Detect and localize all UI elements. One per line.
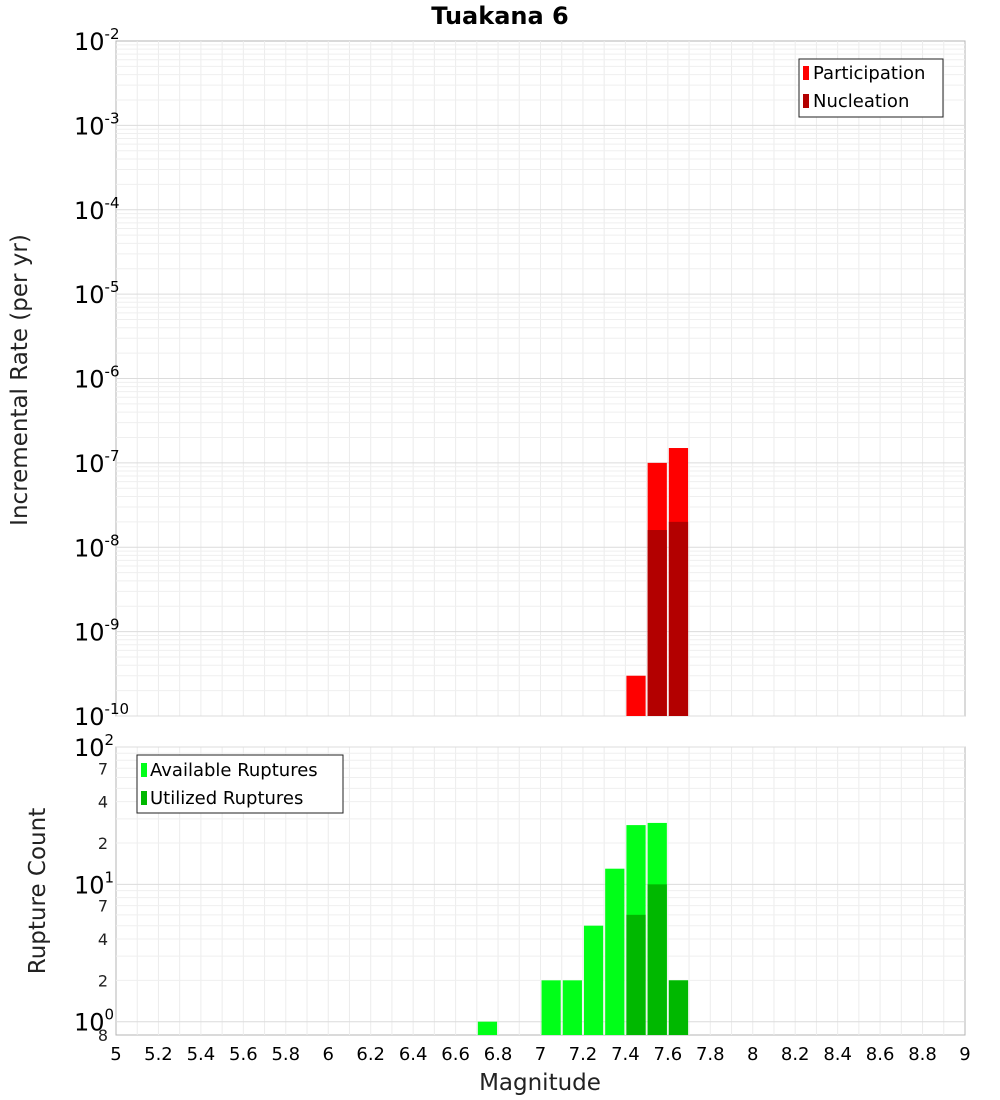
- x-tick-label: 8: [747, 1044, 758, 1065]
- x-tick-label: 5.2: [144, 1044, 173, 1065]
- x-tick-label: 6.2: [356, 1044, 385, 1065]
- x-tick-label: 7.6: [654, 1044, 683, 1065]
- available-ruptures-bar: [541, 980, 561, 1035]
- x-tick-label: 6.4: [399, 1044, 428, 1065]
- y-tick-label: 10-8: [74, 531, 120, 562]
- legend-label-available: Available Ruptures: [150, 760, 318, 781]
- y-tick-label: 102: [74, 731, 114, 762]
- count-bars: [477, 822, 689, 1035]
- x-tick-label: 9: [959, 1044, 970, 1065]
- x-tick-labels: 5 5.2 5.4 5.6 5.8 6 6.2 6.4 6.6 6.8 7 7.2 7.4 7.6 7.8 8…: [110, 1044, 970, 1065]
- legend-label-nucleation: Nucleation: [813, 91, 909, 112]
- x-tick-label: 7.8: [696, 1044, 725, 1065]
- y-tick-label: 10-6: [74, 363, 120, 394]
- nucleation-bar: [668, 521, 689, 716]
- x-tick-label: 8.6: [866, 1044, 895, 1065]
- x-axis-label: Magnitude: [479, 1070, 601, 1096]
- chart-title: Tuakana 6: [431, 2, 569, 30]
- rate-gridlines: [116, 41, 965, 717]
- rate-legend: Participation Nucleation: [798, 58, 944, 118]
- legend-swatch-nucleation: [803, 94, 809, 108]
- rate-legend-box: [798, 58, 944, 118]
- count-y-axis-label: Rupture Count: [25, 808, 51, 974]
- x-tick-label: 6.8: [484, 1044, 513, 1065]
- y-tick-label: 10-4: [74, 194, 120, 225]
- y-tick-label: 10-5: [74, 278, 120, 309]
- x-tick-label: 7.4: [611, 1044, 640, 1065]
- legend-label-utilized: Utilized Ruptures: [150, 788, 303, 809]
- rate-y-tick-labels: 10-2 10-3 10-4 10-5 10-6 10-7 10-8 10-9 10-10: [74, 25, 129, 731]
- nucleation-bar: [647, 530, 667, 716]
- x-tick-label: 5.4: [187, 1044, 216, 1065]
- count-legend: Available Ruptures Utilized Ruptures: [136, 754, 344, 814]
- x-tick-label: 5.8: [271, 1044, 300, 1065]
- count-legend-box: [136, 754, 344, 814]
- y-minor-tick-label: 7: [98, 759, 108, 778]
- x-tick-label: 6.6: [441, 1044, 470, 1065]
- rate-bars: [626, 448, 689, 716]
- participation-bar: [626, 675, 646, 716]
- x-tick-label: 5.6: [229, 1044, 258, 1065]
- y-tick-label: 10-10: [74, 700, 129, 731]
- y-minor-tick-label: 4: [98, 793, 108, 812]
- legend-label-participation: Participation: [813, 63, 925, 84]
- y-minor-tick-label: 8: [98, 1026, 108, 1045]
- x-tick-label: 7.2: [569, 1044, 598, 1065]
- available-ruptures-bar: [583, 925, 604, 1035]
- utilized-ruptures-bar: [647, 884, 667, 1035]
- utilized-ruptures-bar: [626, 914, 646, 1035]
- y-minor-tick-label: 2: [98, 971, 108, 990]
- available-ruptures-bar: [477, 1021, 498, 1035]
- x-tick-label: 8.2: [781, 1044, 810, 1065]
- x-tick-label: 7: [535, 1044, 546, 1065]
- y-minor-tick-label: 4: [98, 930, 108, 949]
- available-ruptures-bar: [562, 980, 582, 1035]
- x-tick-label: 8.8: [908, 1044, 937, 1065]
- x-tick-label: 8.4: [823, 1044, 852, 1065]
- utilized-ruptures-bar: [668, 980, 689, 1035]
- x-tick-label: 5: [110, 1044, 121, 1065]
- y-tick-label: 10-7: [74, 447, 120, 478]
- x-tick-label: 6: [323, 1044, 334, 1065]
- y-tick-label: 100: [74, 1006, 114, 1037]
- count-y-tick-labels: 102 101 100 7 4 2 7 4 2 8: [74, 731, 114, 1045]
- y-minor-tick-label: 2: [98, 834, 108, 853]
- available-ruptures-bar: [605, 868, 625, 1035]
- legend-swatch-available: [141, 763, 147, 777]
- y-tick-label: 10-2: [74, 25, 120, 56]
- y-tick-label: 101: [74, 868, 114, 899]
- legend-swatch-utilized: [141, 791, 147, 805]
- rate-panel: 10-2 10-3 10-4 10-5 10-6 10-7 10-8 10-9 10-10 In…: [7, 25, 966, 731]
- y-tick-label: 10-9: [74, 616, 120, 647]
- legend-swatch-participation: [803, 66, 809, 80]
- y-tick-label: 10-3: [74, 109, 120, 140]
- count-panel: 102 101 100 7 4 2 7 4 2 8 5 5.2 5.4 5.6 5.8 6 6.2 6.4 6.6…: [25, 731, 971, 1096]
- y-minor-tick-label: 7: [98, 897, 108, 916]
- rate-y-axis-label: Incremental Rate (per yr): [7, 234, 33, 526]
